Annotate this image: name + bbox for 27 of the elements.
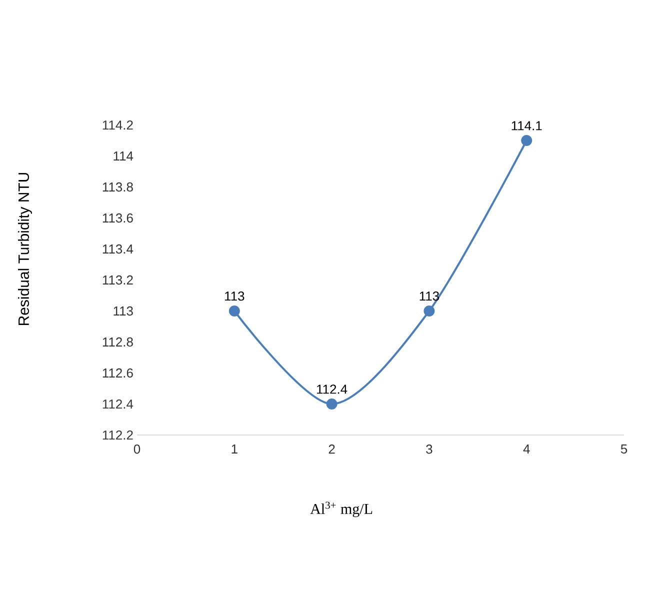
data-label: 113 (225, 291, 244, 301)
x-tick-label: 5 (620, 444, 628, 454)
point (326, 398, 338, 410)
x-tick-label: 1 (232, 444, 238, 454)
x-tick-label: 2 (328, 444, 335, 454)
x-tick-label: 3 (426, 444, 432, 454)
y-tick-label: 113.6 (102, 213, 133, 223)
y-tick-label: 114.2 (102, 120, 133, 130)
y-tick-label: 112.4 (102, 399, 134, 409)
data-label: 114.1 (512, 121, 542, 130)
y-tick-label: 112.2 (102, 430, 133, 440)
data-label: 113 (420, 291, 439, 301)
x-tick-label: 0 (134, 444, 140, 454)
y-tick-label: 112.6 (102, 368, 133, 378)
y-tick-label: 113 (114, 306, 133, 316)
x-tick-label: 4 (523, 444, 530, 454)
point (228, 306, 240, 316)
y-tick-label: 112.8 (102, 337, 133, 347)
point (424, 306, 435, 316)
y-tick-label: 113.4 (102, 244, 134, 254)
x-axis-title: Al$^{3+}$ mg/L (310, 502, 372, 518)
y-axis-title: Residual Turbidity NTU (18, 172, 32, 326)
y-tick-label: 113.2 (102, 275, 133, 285)
point (521, 134, 532, 146)
data-label: 112.4 (317, 384, 348, 394)
y-tick-label: 113.8 (102, 182, 133, 192)
y-tick-label: 114 (114, 152, 134, 160)
